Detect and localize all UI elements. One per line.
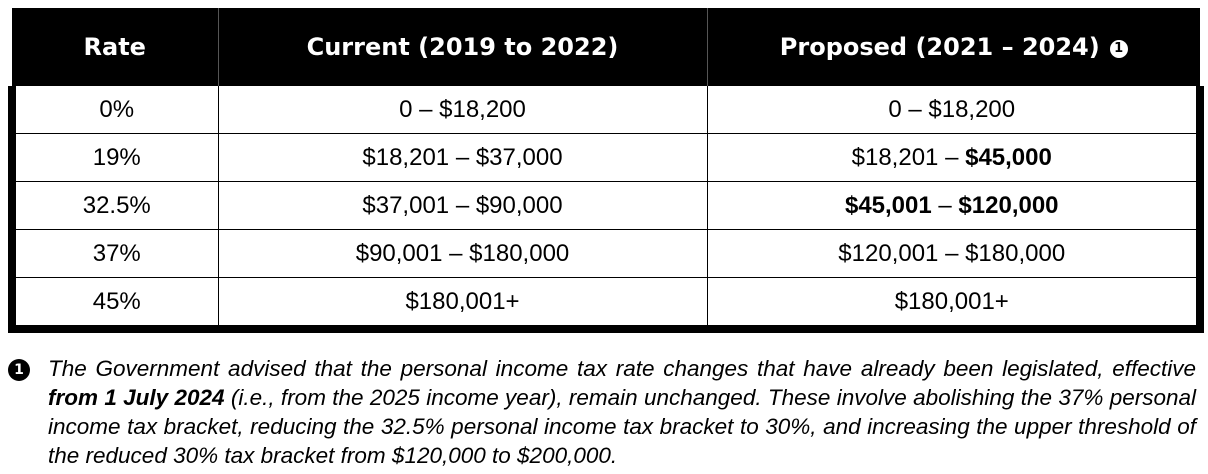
table-row: 0% 0 – $18,200 0 – $18,200 (8, 86, 1204, 134)
cell-current: $18,201 – $37,000 (218, 133, 708, 182)
cell-proposed: 0 – $18,200 (707, 86, 1204, 134)
proposed-lower-bound: $180,001+ (894, 287, 1009, 315)
cell-current: 0 – $18,200 (218, 86, 708, 134)
table-header-row: Rate Current (2019 to 2022) Proposed (20… (12, 8, 1200, 86)
proposed-lower-bound: 0 – $18,200 (888, 95, 1016, 123)
cell-current: $90,001 – $180,000 (218, 229, 708, 278)
cell-proposed: $180,001+ (707, 277, 1204, 333)
cell-rate: 37% (8, 229, 219, 278)
table-row: 32.5% $37,001 – $90,000 $45,001 – $120,000 (8, 181, 1204, 230)
cell-current: $180,001+ (218, 277, 708, 333)
table-row: 37% $90,001 – $180,000 $120,001 – $180,000 (8, 229, 1204, 278)
cell-rate: 45% (8, 277, 219, 333)
footnote-effective-date: from 1 July 2024 (48, 385, 225, 410)
header-rate: Rate (12, 8, 218, 86)
table-row: 19% $18,201 – $37,000 $18,201 – $45,000 (8, 133, 1204, 182)
footnote-marker-icon: 1 (1109, 40, 1128, 58)
cell-rate: 32.5% (8, 181, 219, 230)
footnote-text-part-1: The Government advised that the personal… (48, 356, 1196, 381)
tax-rates-table: Rate Current (2019 to 2022) Proposed (20… (8, 8, 1204, 333)
proposed-separator: – (931, 191, 959, 219)
proposed-lower-bound: $45,001 (844, 191, 932, 219)
cell-proposed: $18,201 – $45,000 (707, 133, 1204, 182)
cell-current: $37,001 – $90,000 (218, 181, 708, 230)
proposed-separator: – (938, 143, 966, 171)
footnote: 1 The Government advised that the person… (8, 354, 1196, 470)
footnote-marker-icon: 1 (8, 359, 30, 381)
header-current: Current (2019 to 2022) (217, 8, 707, 86)
cell-rate: 19% (8, 133, 219, 182)
cell-proposed: $45,001 – $120,000 (707, 181, 1204, 230)
footnote-text: The Government advised that the personal… (48, 354, 1196, 470)
table-row: 45% $180,001+ $180,001+ (8, 277, 1204, 333)
cell-rate: 0% (8, 86, 219, 134)
header-proposed-label: Proposed (2021 – 2024) (779, 33, 1100, 61)
proposed-lower-bound: $18,201 (851, 143, 939, 171)
proposed-lower-bound: $120,001 – $180,000 (838, 239, 1066, 267)
header-proposed: Proposed (2021 – 2024) 1 (706, 8, 1200, 86)
cell-proposed: $120,001 – $180,000 (707, 229, 1204, 278)
proposed-upper-bound: $45,000 (965, 143, 1052, 171)
footnote-text-part-2: (i.e., from the 2025 income year), remai… (48, 385, 1197, 468)
proposed-upper-bound: $120,000 (958, 191, 1059, 219)
